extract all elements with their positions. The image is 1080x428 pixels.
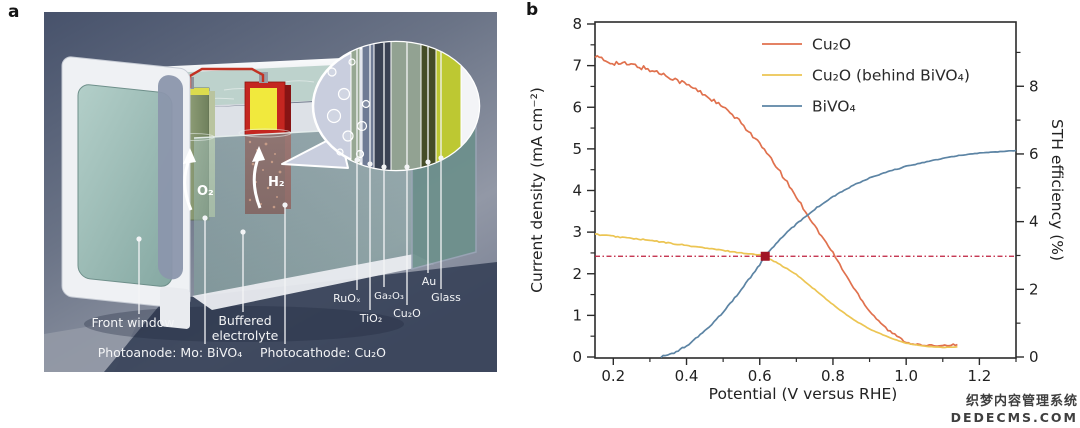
frame-stile bbox=[158, 75, 183, 280]
x-tick-label: 1.0 bbox=[894, 367, 918, 385]
layer-label-tio2: TiO₂ bbox=[359, 312, 383, 325]
jv-plot: 0.2 0.4 0.6 0.8 1.0 1.2 0 1 2 3 4 5 6 7 8 0 2 4 6 8 Cu₂O Cu₂O… bbox=[528, 15, 1066, 403]
layer-label-glass: Glass bbox=[431, 291, 461, 304]
photoanode-contact bbox=[175, 88, 209, 95]
y-tick-label: 3 bbox=[572, 223, 582, 241]
layer-label-ruox: RuOₓ bbox=[333, 292, 361, 305]
y2-tick-label: 0 bbox=[1029, 348, 1039, 366]
y-tick-label: 4 bbox=[572, 182, 582, 200]
h2-label: H₂ bbox=[268, 175, 285, 190]
watermark-line1: 织梦内容管理系统 bbox=[965, 394, 1078, 410]
buffered-electrolyte-label-1: Buffered bbox=[218, 313, 271, 328]
front-frame bbox=[61, 56, 191, 329]
watermark-line2: DEDECMS.COM bbox=[950, 410, 1078, 425]
layer-label-ga2o3: Ga₂O₃ bbox=[374, 291, 404, 302]
tank-bottom-band bbox=[192, 254, 434, 310]
y2-tick-label: 2 bbox=[1029, 280, 1039, 298]
inset-callout-bubble bbox=[281, 40, 481, 172]
o2-arrow bbox=[183, 148, 196, 211]
y2-tick-label: 6 bbox=[1029, 145, 1039, 163]
y-tick-label: 1 bbox=[572, 306, 582, 324]
buffered-electrolyte-label-2: electrolyte bbox=[212, 328, 279, 343]
layer-label-cu2o: Cu₂O bbox=[393, 307, 421, 320]
h2-arrow bbox=[252, 146, 265, 209]
legend-label-0: Cu₂O bbox=[812, 36, 851, 54]
series-curve-1 bbox=[595, 233, 958, 349]
y-tick-label: 8 bbox=[572, 15, 582, 33]
y-tick-label: 5 bbox=[572, 140, 582, 158]
base-pedestal bbox=[104, 262, 497, 372]
panel-a-letter: a bbox=[8, 2, 20, 22]
frame-foot bbox=[160, 286, 190, 329]
photoanode-label: Photoanode: Mo: BiVO₄ bbox=[98, 345, 243, 360]
x-tick-label: 0.4 bbox=[675, 367, 699, 385]
ripple-cathode bbox=[238, 128, 292, 138]
y2-axis-title: STH efficiency (%) bbox=[1048, 119, 1066, 261]
front-window-label: Front window bbox=[91, 315, 174, 330]
x-axis-title: Potential (V versus RHE) bbox=[709, 385, 898, 403]
panel-b: b 0.2 0.4 0.6 0.8 1.0 1.2 0 1 2 3 4 5 6 7 8 0 2 4 6 8 Cu₂O Cu… bbox=[520, 0, 1080, 428]
x-tick-label: 0.6 bbox=[748, 367, 772, 385]
operating-point-marker bbox=[760, 251, 770, 261]
electrolyte-bubbles bbox=[326, 58, 371, 159]
y2-tick-label: 8 bbox=[1029, 77, 1039, 95]
layer-label-au: Au bbox=[422, 275, 437, 288]
legend-label-1: Cu₂O (behind BiVO₄) bbox=[812, 67, 970, 85]
leader-dots bbox=[136, 155, 444, 242]
y-tick-label: 6 bbox=[572, 98, 582, 116]
cell-illustration: O₂ H₂ bbox=[44, 12, 497, 372]
y2-tick-label: 4 bbox=[1029, 213, 1039, 231]
y-tick-label: 2 bbox=[572, 265, 582, 283]
y-axis-title: Current density (mA cm⁻²) bbox=[528, 87, 546, 293]
y-tick-label: 0 bbox=[572, 348, 582, 366]
y-tick-label: 7 bbox=[572, 57, 582, 75]
x-tick-label: 0.8 bbox=[821, 367, 845, 385]
front-window-glass bbox=[77, 84, 173, 287]
electrolyte-body bbox=[194, 126, 414, 296]
o2-label: O₂ bbox=[197, 184, 214, 199]
x-tick-label: 0.2 bbox=[601, 367, 625, 385]
panel-a-text-labels: Front window Buffered electrolyte Photoa… bbox=[91, 275, 461, 360]
panel-a: a bbox=[0, 0, 520, 428]
x-tick-label: 1.2 bbox=[967, 367, 991, 385]
photocathode-label: Photocathode: Cu₂O bbox=[260, 345, 386, 360]
series-curve-0 bbox=[594, 54, 958, 347]
photocathode-contact bbox=[250, 88, 277, 130]
legend-label-2: BiVO₄ bbox=[812, 98, 856, 116]
watermark: 织梦内容管理系统 DEDECMS.COM bbox=[951, 394, 1078, 425]
series-curve-2 bbox=[660, 149, 1017, 359]
panel-b-letter: b bbox=[526, 0, 539, 20]
